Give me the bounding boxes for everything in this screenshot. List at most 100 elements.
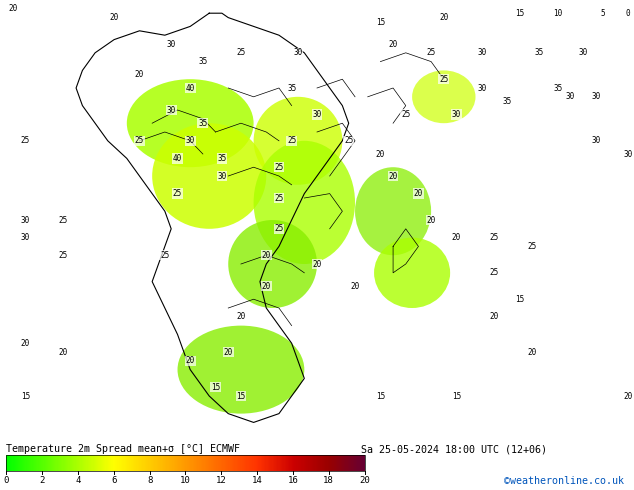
Bar [337,455,339,471]
Bar [275,455,276,471]
Bar [18,455,20,471]
Bar [174,455,175,471]
Bar [87,455,89,471]
Text: 30: 30 [167,40,176,49]
Bar [314,455,316,471]
Bar [238,455,239,471]
Bar [251,455,252,471]
Bar [117,455,119,471]
Text: 20: 20 [110,13,119,22]
Bar [183,455,184,471]
Bar [93,455,94,471]
Bar [242,455,243,471]
Bar [281,455,282,471]
Bar [259,455,261,471]
Bar [335,455,336,471]
Bar [59,455,60,471]
Bar [160,455,162,471]
Text: 15: 15 [515,294,524,304]
Bar [295,455,297,471]
Bar [34,455,35,471]
Bar [6,455,365,471]
Bar [162,455,163,471]
Bar [316,455,317,471]
Bar [351,455,353,471]
Bar [331,455,332,471]
Bar [189,455,190,471]
Bar [12,455,13,471]
Bar [288,455,289,471]
Bar [141,455,143,471]
Bar [17,455,18,471]
Bar [56,455,58,471]
Text: 40: 40 [186,83,195,93]
Text: 10: 10 [553,9,562,18]
Text: 25: 25 [344,136,353,146]
Bar [167,455,169,471]
Text: 30: 30 [477,83,486,93]
Bar [333,455,335,471]
Bar [204,455,205,471]
Bar [327,455,328,471]
Bar [51,455,52,471]
Bar [356,455,358,471]
Bar [212,455,213,471]
Text: 15: 15 [211,383,220,392]
Bar [170,455,171,471]
Text: 30: 30 [623,149,632,158]
Bar [60,455,61,471]
Bar [213,455,214,471]
Text: 20: 20 [262,282,271,291]
Bar [273,455,274,471]
Bar [193,455,194,471]
Bar [55,455,56,471]
Bar [263,455,264,471]
Text: 20: 20 [359,476,370,485]
Text: 20: 20 [262,251,271,260]
Text: 30: 30 [217,172,226,180]
Text: 20: 20 [351,282,359,291]
Bar [330,455,331,471]
Bar [321,455,323,471]
Bar [85,455,86,471]
Bar [186,455,188,471]
Text: 25: 25 [439,74,448,84]
Bar [224,455,225,471]
Text: 25: 25 [236,49,245,57]
Text: 25: 25 [490,233,499,242]
Bar [346,455,347,471]
Bar [292,455,293,471]
Bar [40,455,41,471]
Bar [261,455,262,471]
Bar [100,455,101,471]
Bar [299,455,300,471]
Bar [132,455,133,471]
Bar [81,455,82,471]
Bar [276,455,278,471]
Bar [198,455,200,471]
Text: 20: 20 [528,347,537,357]
Bar [197,455,198,471]
Text: 25: 25 [401,110,410,119]
Text: 30: 30 [592,92,600,101]
Bar [77,455,78,471]
Bar [336,455,337,471]
Text: 20: 20 [135,70,144,79]
Bar [191,455,193,471]
Bar [210,455,212,471]
Text: 20: 20 [452,233,461,242]
Text: 25: 25 [275,194,283,202]
Bar [178,455,179,471]
Bar [28,455,29,471]
Bar [11,455,12,471]
Bar [54,455,55,471]
Bar [68,455,70,471]
Text: 30: 30 [313,110,321,119]
Text: 25: 25 [275,163,283,172]
Bar [91,455,93,471]
Ellipse shape [412,71,476,123]
Bar [27,455,28,471]
Bar [363,455,365,471]
Bar [332,455,333,471]
Bar [232,455,233,471]
